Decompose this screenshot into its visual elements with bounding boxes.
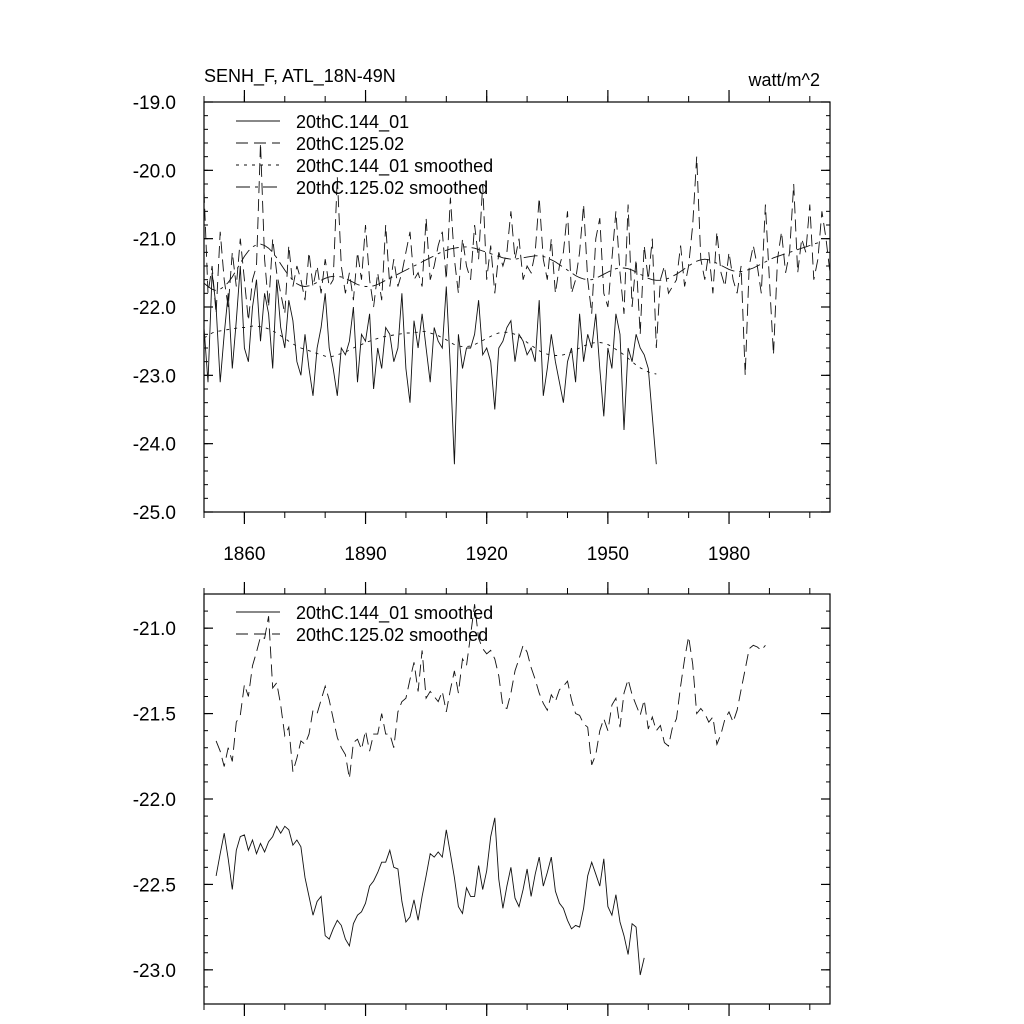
legend-label: 20thC.144_01 [296, 112, 409, 133]
y-tick-label: -25.0 [133, 503, 176, 524]
legend-label: 20thC.125.02 smoothed [296, 178, 488, 198]
legend-label: 20thC.144_01 smoothed [296, 603, 493, 624]
y-tick-label: -21.0 [133, 230, 176, 251]
y-tick-label: -21.0 [133, 619, 176, 640]
bottom-panel-plot: -23.0 -22.5 -22.0 -21.5 -21.0 20thC.144_01 sm… [133, 582, 831, 1016]
series-line-20thc-125-02-smoothed [215, 604, 766, 779]
legend-label: 20thC.144_01 smoothed [296, 156, 493, 177]
y-tick-label: -20.0 [133, 161, 176, 182]
series-line-20thc-144-01-smoothed [215, 817, 645, 976]
y-tick-label: -22.5 [133, 875, 176, 896]
chart-units-label: watt/m^2 [748, 70, 820, 90]
series-line-20thc-144-01 [204, 265, 657, 465]
legend-label: 20thC.125.02 [296, 134, 404, 154]
series-line-20thc-144-01-smoothed [204, 325, 657, 375]
series-line-20thc-125-02-smoothed [204, 241, 822, 292]
legend-label: 20thC.125.02 smoothed [296, 625, 488, 645]
x-tick-label: 1920 [466, 544, 508, 565]
y-tick-label: -23.0 [133, 366, 176, 387]
top-panel-plot: -25.0 -24.0 -23.0 -22.0 -21.0 -20.0 -19.0 1860 1… [133, 90, 831, 565]
y-tick-label: -23.0 [133, 961, 176, 982]
y-tick-label: -24.0 [133, 435, 176, 456]
plot-frame [203, 593, 831, 1005]
y-tick-label: -22.0 [133, 298, 176, 319]
chart-title: SENH_F, ATL_18N-49N [204, 66, 396, 87]
y-tick-label: -19.0 [133, 93, 176, 114]
x-tick-label: 1860 [223, 544, 265, 565]
y-tick-label: -21.5 [133, 705, 176, 726]
series-line-20thc-125-02 [204, 142, 830, 376]
y-tick-label: -22.0 [133, 790, 176, 811]
x-tick-label: 1980 [708, 544, 750, 565]
x-tick-label: 1890 [344, 544, 386, 565]
x-tick-label: 1950 [587, 544, 629, 565]
